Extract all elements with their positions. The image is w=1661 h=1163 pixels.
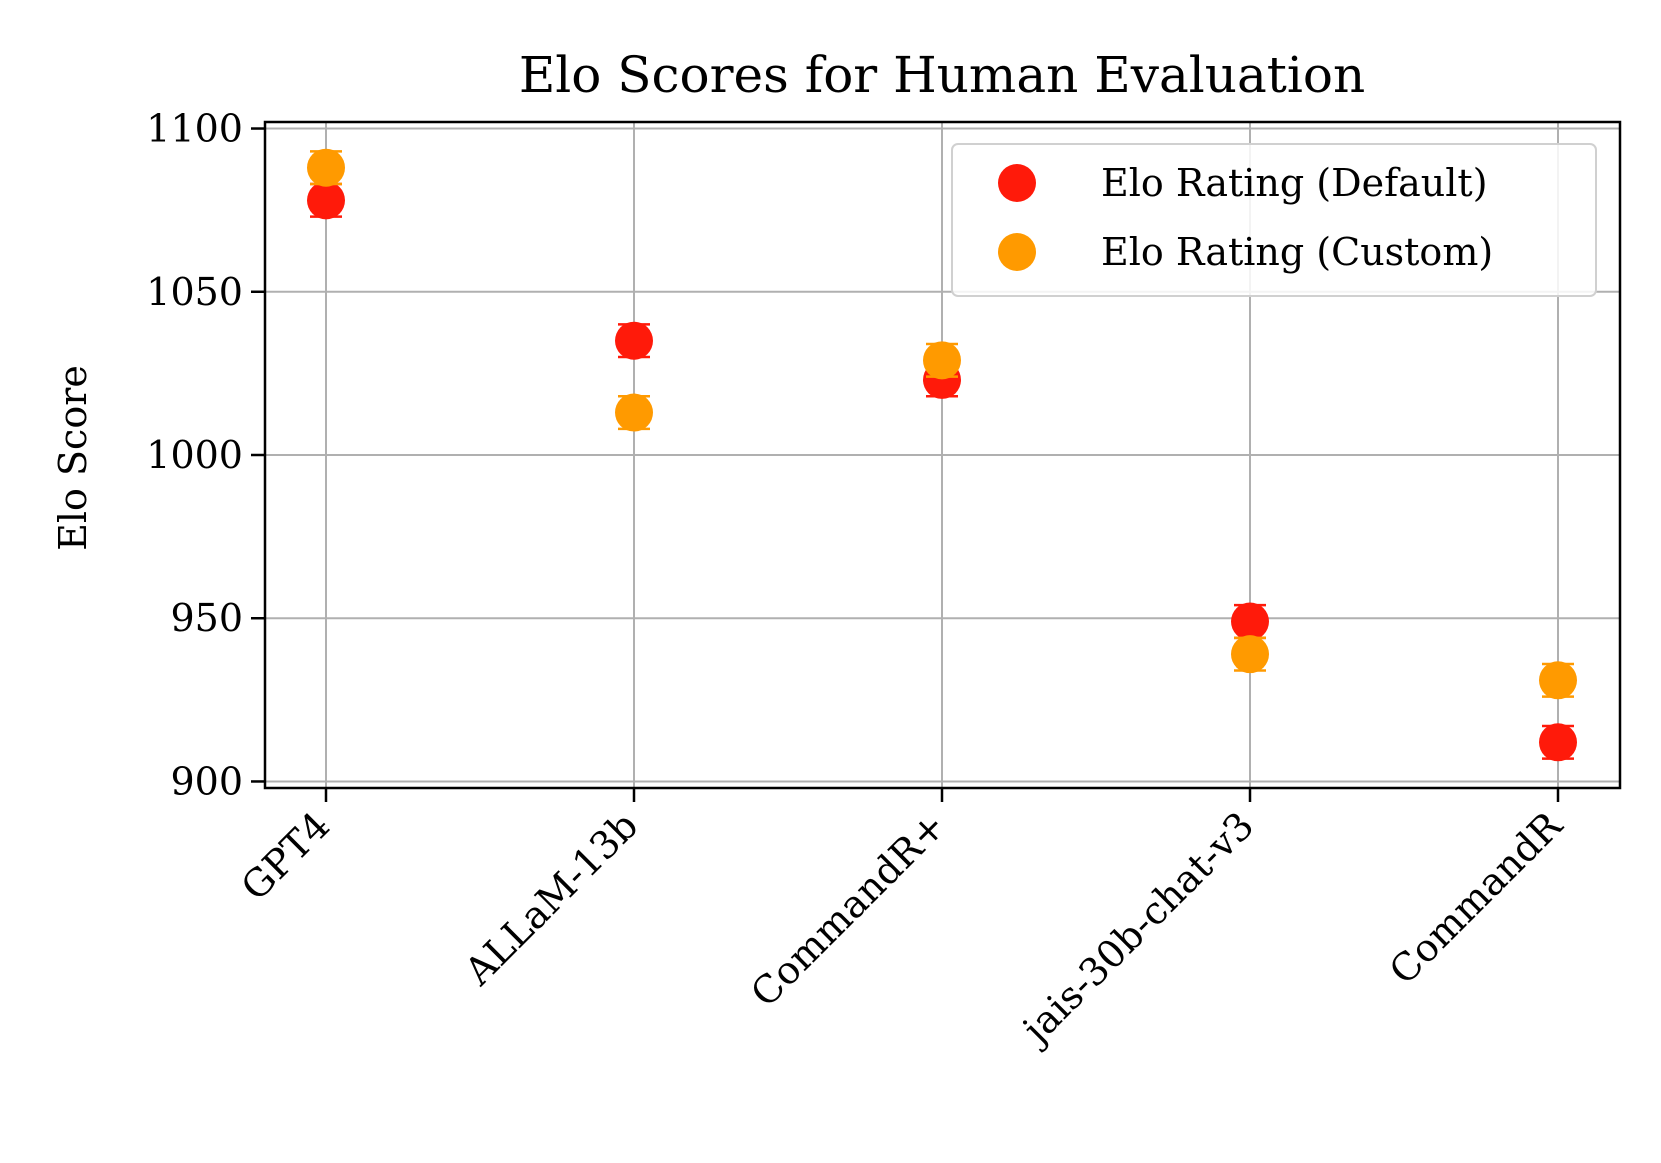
legend-marker (998, 164, 1036, 202)
data-point (307, 181, 345, 220)
data-point (1539, 723, 1577, 762)
data-point (923, 341, 961, 380)
data-point (307, 148, 345, 187)
data-point (615, 393, 653, 432)
legend-label: Elo Rating (Custom) (1101, 230, 1493, 274)
y-axis-label: Elo Score (51, 365, 95, 551)
data-point (615, 321, 653, 360)
legend-marker (998, 233, 1036, 271)
y-tick-label: 900 (170, 759, 243, 803)
legend-box (951, 143, 1597, 297)
chart-title: Elo Scores for Human Evaluation (519, 46, 1365, 104)
data-point (1539, 661, 1577, 700)
y-tick-label: 1050 (146, 270, 243, 314)
y-tick-label: 1000 (146, 433, 243, 477)
data-point (1231, 635, 1269, 674)
data-marks (307, 148, 1577, 762)
y-tick-label: 1100 (146, 107, 243, 151)
data-point (1231, 602, 1269, 641)
legend-label: Elo Rating (Default) (1101, 161, 1488, 205)
grid-lines (265, 122, 1620, 788)
y-tick-label: 950 (170, 596, 243, 640)
plot-frame (263, 120, 1622, 790)
legend: Elo Rating (Default) Elo Rating (Custom) (951, 143, 1597, 297)
